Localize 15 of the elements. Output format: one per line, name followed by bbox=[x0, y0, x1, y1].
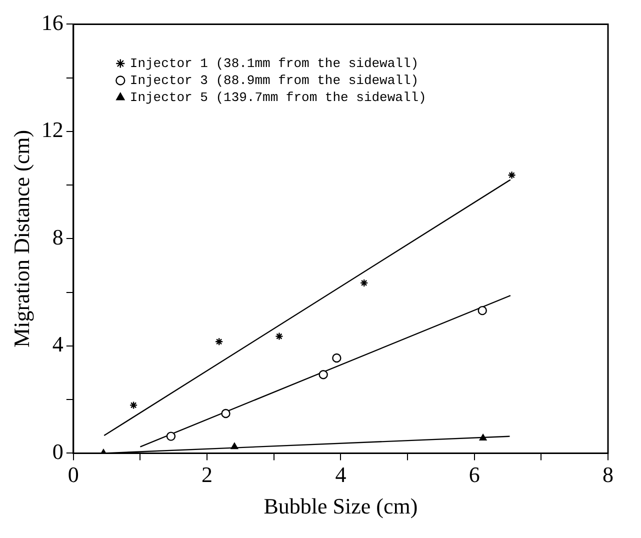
y-tick-label: 16 bbox=[41, 10, 64, 35]
x-tick-label: 2 bbox=[202, 462, 213, 488]
x-tick-label: 6 bbox=[468, 462, 480, 488]
y-axis-title: Migration Distance (cm) bbox=[8, 130, 34, 348]
y-tick-label: 0 bbox=[52, 438, 64, 464]
x-tick-label: 4 bbox=[335, 462, 346, 488]
y-tick-label: 4 bbox=[52, 332, 64, 357]
legend-label: Injector 1 (38.1mm from the sidewall) bbox=[130, 56, 419, 71]
legend-label: Injector 3 (88.9mm from the sidewall) bbox=[130, 72, 419, 88]
y-tick-label: 12 bbox=[41, 117, 64, 142]
x-tick-label: 8 bbox=[602, 462, 614, 488]
legend-label: Injector 5 (139.7mm from the sidewall) bbox=[130, 90, 426, 105]
y-tick-label: 8 bbox=[52, 224, 64, 250]
x-axis-title: Bubble Size (cm) bbox=[264, 494, 418, 519]
x-tick-label: 0 bbox=[68, 462, 79, 488]
